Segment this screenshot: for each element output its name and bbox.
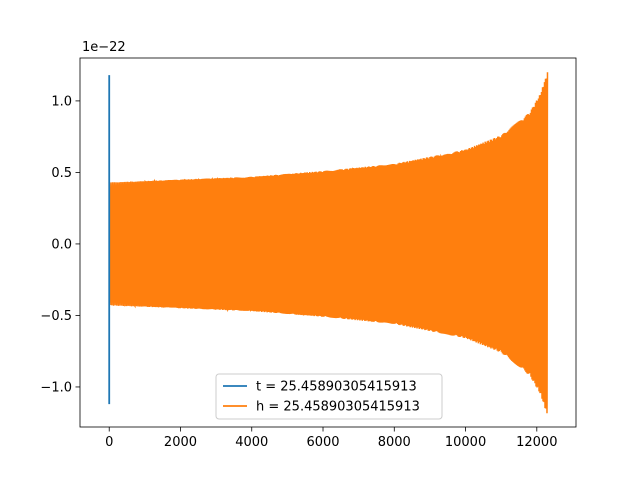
y-tick-label: −0.5 [40,309,72,324]
y-axis-offset-label: 1e−22 [82,40,126,55]
x-tick-label: 12000 [516,435,557,450]
axes-frame [79,57,577,428]
x-tick-label: 2000 [164,435,197,450]
x-tick-label: 10000 [445,435,486,450]
x-tick-label: 4000 [235,435,268,450]
y-tick-label: 0.5 [51,166,72,181]
axis-ticks: 0 2000 4000 6000 8000 10000 12000 −1.0 −0.5 0.0 0.… [40,94,557,450]
x-tick-label: 8000 [378,435,411,450]
x-tick-label: 0 [105,435,113,450]
legend-box [215,373,443,420]
y-tick-label: 1.0 [51,94,72,109]
legend: t = 25.45890305415913 h = 25.458903054159… [215,373,443,420]
legend-label: t = 25.45890305415913 [256,380,417,395]
series-h-line [108,72,549,414]
y-tick-label: 0.0 [51,237,72,252]
y-tick-label: −1.0 [40,380,72,395]
plot-data [108,72,549,414]
legend-label: h = 25.45890305415913 [256,400,420,415]
x-tick-label: 6000 [306,435,339,450]
